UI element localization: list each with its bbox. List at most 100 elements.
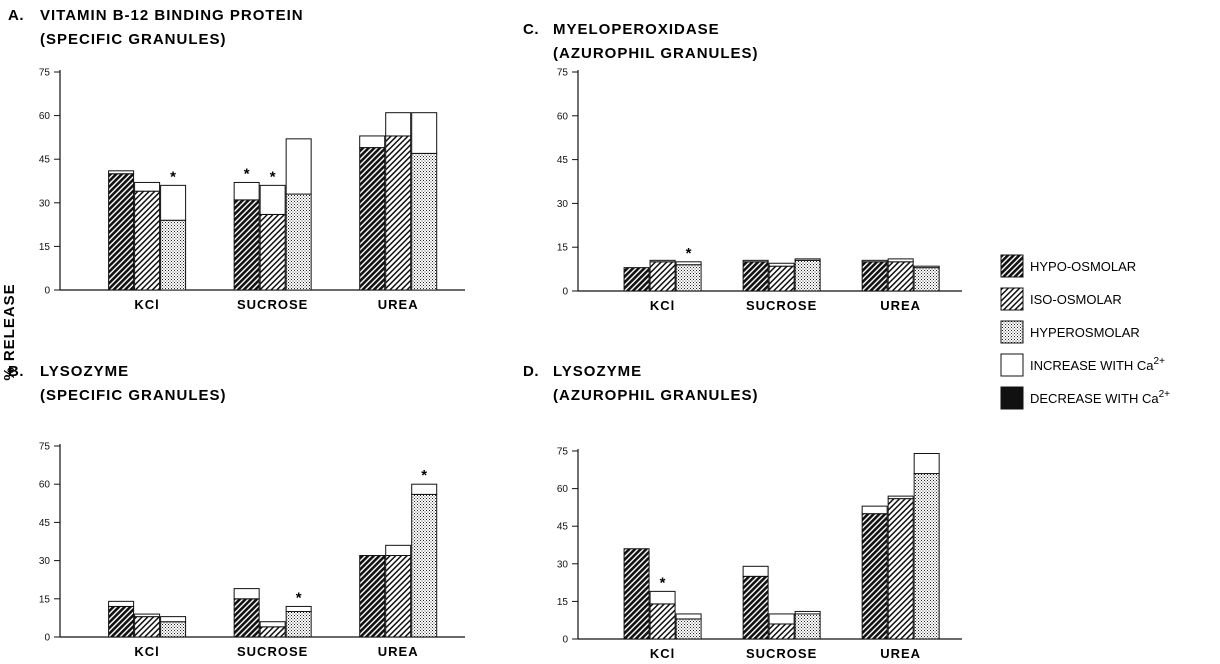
bar-d-0-iso-osmolar: [649, 603, 676, 640]
y-tick-label: 15: [557, 243, 569, 254]
bar-a-0-iso-osmolar: [134, 190, 161, 291]
y-tick-label: 15: [557, 597, 569, 608]
bar-c-1-hypo-osmolar-ca-increase: [742, 259, 769, 263]
bar-b-1-hypo-osmolar-ca-increase: [233, 588, 260, 600]
bar-a-2-hypo-osmolar: [359, 147, 386, 291]
bar-b-0-hypo-osmolar-ca-increase: [108, 600, 135, 607]
y-tick-label: 30: [557, 199, 569, 210]
panel-c-letter: C.: [523, 21, 539, 38]
panel-a-title: VITAMIN B-12 BINDING PROTEIN: [40, 7, 304, 24]
bar-b-2-iso-osmolar-ca-increase: [385, 544, 412, 557]
y-tick-label: 60: [557, 111, 569, 122]
category-label-urea: UREA: [378, 297, 419, 312]
bar-c-2-hyperosmolar-ca-increase: [913, 265, 940, 269]
bar-b-1-iso-osmolar-ca-increase: [259, 621, 286, 628]
y-tick-label: 60: [39, 111, 51, 122]
panel-b-subtitle: (SPECIFIC GRANULES): [40, 387, 227, 404]
y-tick-label: 60: [557, 484, 569, 495]
bar-d-1-iso-osmolar: [768, 623, 795, 640]
panel-d-letter: D.: [523, 363, 539, 380]
category-label-urea: UREA: [880, 646, 921, 661]
panel-b-letter: B.: [8, 363, 24, 380]
y-tick-label: 0: [562, 287, 568, 298]
bar-c-0-hypo-osmolar: [623, 267, 650, 292]
panel-c-title: MYELOPEROXIDASE: [553, 21, 720, 38]
bar-a-1-hyperosmolar-ca-increase: [285, 138, 312, 195]
category-label-sucrose: SUCROSE: [237, 297, 308, 312]
y-tick-label: 0: [562, 635, 568, 646]
legend-label-hyper: HYPEROSMOLAR: [1030, 325, 1140, 340]
significance-star: *: [244, 165, 250, 182]
bar-a-0-hyperosmolar: [160, 219, 187, 291]
bar-a-0-hypo-osmolar-ca-increase: [108, 170, 135, 175]
bar-c-0-hyperosmolar: [675, 264, 702, 292]
bar-b-1-hyperosmolar-ca-increase: [285, 605, 312, 613]
y-tick-label: 75: [39, 68, 51, 79]
y-tick-label: 75: [39, 442, 51, 453]
y-tick-label: 30: [39, 198, 51, 209]
bar-d-2-hyperosmolar: [913, 473, 940, 640]
bar-d-1-iso-osmolar-ca-increase: [768, 613, 795, 625]
panel-b: B. LYSOZYME (SPECIFIC GRANULES) 0 15 30 45 60 75…: [8, 363, 465, 659]
bar-a-0-hyperosmolar-ca-increase: [160, 184, 187, 221]
significance-star: *: [660, 574, 666, 591]
y-tick-label: 30: [39, 556, 51, 567]
panel-a-subtitle: (SPECIFIC GRANULES): [40, 31, 227, 48]
y-axis-title: % RELEASE: [1, 283, 18, 380]
bar-b-1-hypo-osmolar: [233, 598, 260, 638]
category-label-urea: UREA: [378, 644, 419, 659]
significance-star: *: [296, 589, 302, 606]
bar-b-0-hypo-osmolar: [108, 605, 135, 638]
bar-a-1-iso-osmolar-ca-increase: [259, 184, 286, 215]
bar-b-0-hyperosmolar-ca-increase: [160, 616, 187, 623]
category-label-kcl: KCl: [134, 644, 159, 659]
bar-a-2-hyperosmolar-ca-increase: [411, 112, 438, 154]
y-tick-label: 0: [44, 633, 50, 644]
panel-b-title: LYSOZYME: [40, 363, 129, 380]
bar-c-2-iso-osmolar: [887, 261, 914, 292]
legend-swatch-decrease: [1000, 386, 1024, 410]
bar-b-0-iso-osmolar: [134, 616, 161, 638]
bar-c-2-iso-osmolar-ca-increase: [887, 258, 914, 263]
legend-label-hypo: HYPO-OSMOLAR: [1030, 259, 1136, 274]
bar-a-2-hypo-osmolar-ca-increase: [359, 135, 386, 149]
panel-d: D. LYSOZYME (AZUROPHIL GRANULES) 0 15 30 45 60 7…: [523, 363, 962, 661]
bar-d-1-hypo-osmolar-ca-increase: [742, 565, 769, 577]
bar-c-1-iso-osmolar-ca-increase: [768, 262, 795, 267]
bar-c-1-hypo-osmolar: [742, 261, 769, 292]
bar-b-2-hyperosmolar: [411, 493, 438, 638]
category-label-sucrose: SUCROSE: [746, 646, 817, 661]
bar-d-2-iso-osmolar-ca-increase: [887, 495, 914, 500]
bar-a-1-hyperosmolar: [285, 193, 312, 291]
y-tick-label: 45: [39, 518, 51, 529]
bar-a-2-iso-osmolar-ca-increase: [385, 112, 412, 137]
significance-star: *: [270, 168, 276, 185]
panel-c: C. MYELOPEROXIDASE (AZUROPHIL GRANULES) 0 15…: [523, 21, 962, 313]
bar-b-0-iso-osmolar-ca-increase: [134, 613, 161, 618]
y-tick-label: 75: [557, 68, 569, 79]
y-tick-label: 45: [557, 155, 569, 166]
bar-d-1-hyperosmolar-ca-increase: [794, 610, 821, 615]
bar-c-1-iso-osmolar: [768, 265, 795, 292]
bar-a-0-iso-osmolar-ca-increase: [134, 181, 161, 192]
bar-d-2-hyperosmolar-ca-increase: [913, 453, 940, 475]
bar-c-0-iso-osmolar-ca-increase: [649, 259, 676, 263]
bar-c-0-iso-osmolar: [649, 261, 676, 292]
y-tick-label: 30: [557, 559, 569, 570]
legend-swatch-hyper: [1000, 320, 1024, 344]
category-label-sucrose: SUCROSE: [746, 298, 817, 313]
bar-b-1-hyperosmolar: [285, 611, 312, 638]
legend-label-increase: INCREASE WITH Ca2+: [1030, 356, 1165, 373]
legend-swatch-iso: [1000, 287, 1024, 311]
bar-b-2-hypo-osmolar: [359, 555, 386, 638]
bar-d-0-hyperosmolar-ca-increase: [675, 613, 702, 620]
bar-d-2-iso-osmolar: [887, 498, 914, 640]
legend-label-decrease: DECREASE WITH Ca2+: [1030, 389, 1170, 406]
category-label-urea: UREA: [880, 298, 921, 313]
bar-a-1-hypo-osmolar: [233, 199, 260, 291]
bar-c-2-hyperosmolar: [913, 267, 940, 292]
panel-d-subtitle: (AZUROPHIL GRANULES): [553, 387, 759, 404]
panel-a: A. VITAMIN B-12 BINDING PROTEIN (SPECIFIC …: [8, 7, 465, 312]
bar-c-1-hyperosmolar-ca-increase: [794, 258, 821, 261]
